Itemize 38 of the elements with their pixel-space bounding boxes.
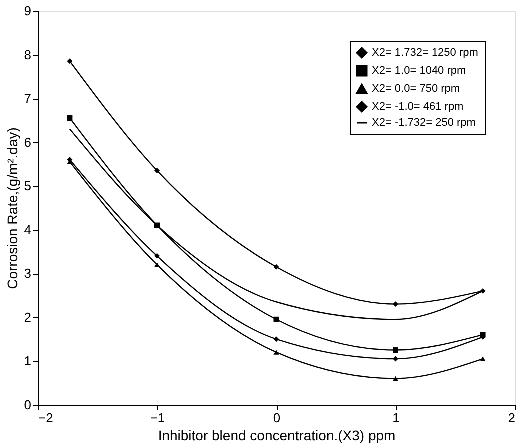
y-tick-label: 8 [24,47,32,62]
x-tick-label: 1 [392,410,400,426]
point [154,168,160,174]
point [274,336,280,342]
legend-label: X2= 1.0= 1040 rpm [372,65,466,77]
x-tick-label: 2 [508,410,516,426]
point [154,262,160,268]
y-tick-label: 6 [24,134,32,150]
point [154,253,160,259]
y-tick-label: 1 [24,354,32,369]
point [480,356,486,362]
point [274,316,280,322]
point [67,58,73,64]
point [274,350,280,355]
point [393,356,398,362]
point [480,288,486,294]
point [393,376,398,382]
x-tick-label: −2 [38,410,54,426]
legend-label: X2= -1.0= 461 rpm [372,101,464,113]
x-axis-title: Inhibitor blend concentration.(X3) ppm [158,428,396,444]
point [393,302,398,308]
point [67,116,73,121]
y-tick-label: 9 [24,4,32,18]
y-tick-label: 2 [24,310,32,325]
y-axis-title: Corrosion Rate,(g/m².day) [4,128,20,290]
point [154,222,160,228]
point [393,348,398,354]
y-tick-label: 3 [24,266,32,282]
y-tick-label: 7 [24,91,32,106]
legend-label: X2= -1.732= 250 rpm [372,117,476,129]
legend-label: X2= 1.732= 1250 rpm [372,47,478,59]
y-tick-label: 4 [24,222,32,238]
legend-label: X2= 0.0= 750 rpm [372,83,460,95]
y-tick-label: 0 [24,398,32,412]
x-tick-label: −1 [150,410,166,426]
x-tick-label: 0 [273,410,281,426]
y-tick-label: 5 [24,178,32,194]
point [274,264,280,270]
